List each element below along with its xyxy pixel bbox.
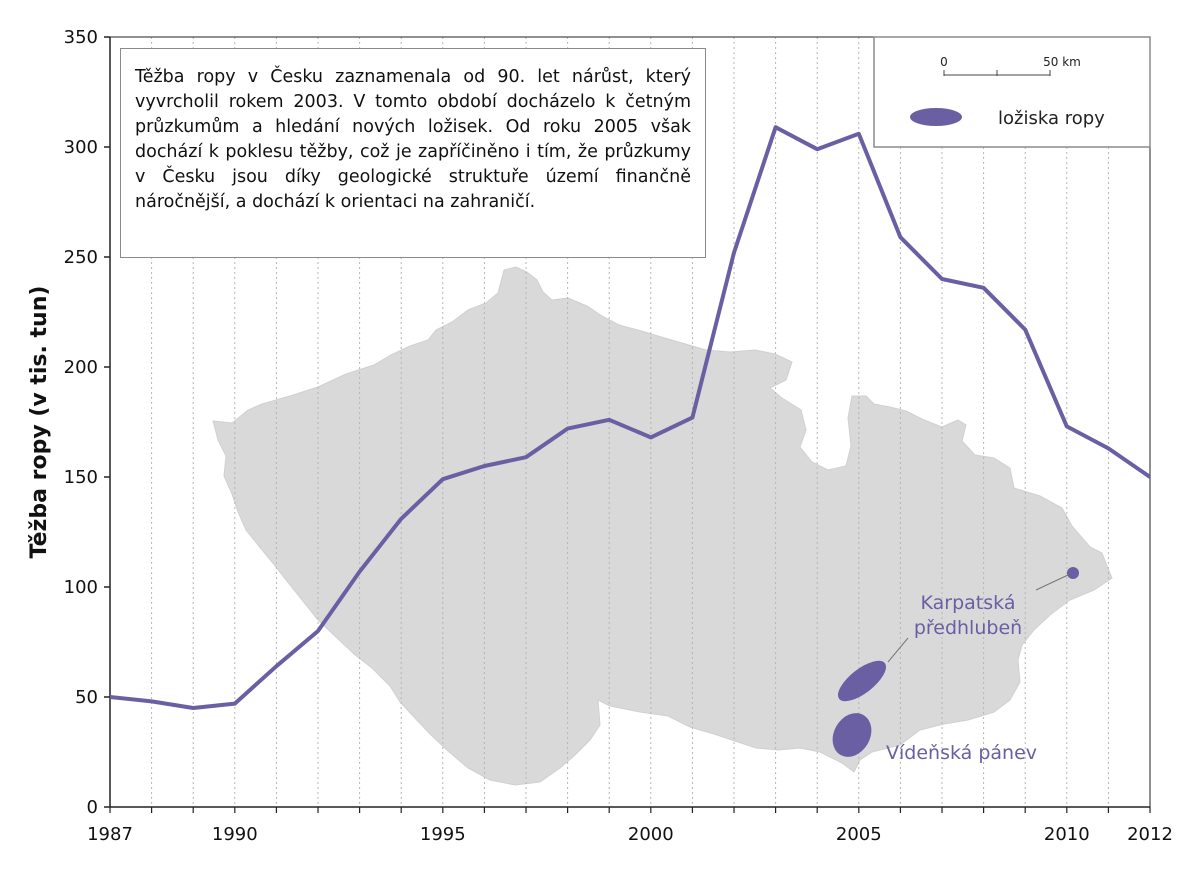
scale-label-start: 0 xyxy=(940,55,948,69)
czech-map-shape xyxy=(212,266,1113,786)
vertical-grid xyxy=(151,37,1109,807)
map-label-karpatska-1: Karpatská xyxy=(921,592,1016,614)
y-tick-label: 350 xyxy=(64,27,98,48)
x-tick-label: 2010 xyxy=(1044,824,1090,845)
y-ticks: 0 50 100 150 200 250 300 350 xyxy=(64,27,110,818)
deposit-point xyxy=(1067,567,1079,579)
y-tick-label: 300 xyxy=(64,137,98,158)
x-tick-label: 1990 xyxy=(212,824,258,845)
y-tick-label: 150 xyxy=(64,467,98,488)
x-ticks: 1987 1990 1995 2000 2005 2010 2012 xyxy=(87,807,1173,845)
y-tick-label: 250 xyxy=(64,247,98,268)
leader-line-point xyxy=(1035,574,1069,591)
x-tick-label: 2005 xyxy=(836,824,882,845)
y-tick-label: 50 xyxy=(75,687,98,708)
map-label-videnska: Vídeňská pánev xyxy=(886,742,1037,764)
y-tick-label: 0 xyxy=(87,797,98,818)
x-tick-label: 1987 xyxy=(87,824,133,845)
legend-deposit-label: ložiska ropy xyxy=(998,108,1105,129)
info-text-box: Těžba ropy v Česku zaznamenala od 90. le… xyxy=(120,48,706,258)
leader-line-ellipse xyxy=(887,637,909,663)
deposit-videnska-ellipse xyxy=(832,713,872,757)
x-tick-label: 1995 xyxy=(420,824,466,845)
map-label-karpatska-2: předhlubeň xyxy=(914,617,1022,639)
y-tick-label: 100 xyxy=(64,577,98,598)
scale-label-end: 50 km xyxy=(1043,55,1081,69)
y-axis-label: Těžba ropy (v tis. tun) xyxy=(27,286,52,559)
deposit-karpatska-ellipse xyxy=(837,660,887,702)
x-tick-label: 2012 xyxy=(1127,824,1173,845)
legend-box xyxy=(873,36,1151,148)
legend-deposit-icon xyxy=(910,108,962,126)
x-tick-label: 2000 xyxy=(628,824,674,845)
series-line xyxy=(109,125,1152,710)
info-text: Těžba ropy v Česku zaznamenala od 90. le… xyxy=(135,67,691,212)
y-tick-label: 200 xyxy=(64,357,98,378)
